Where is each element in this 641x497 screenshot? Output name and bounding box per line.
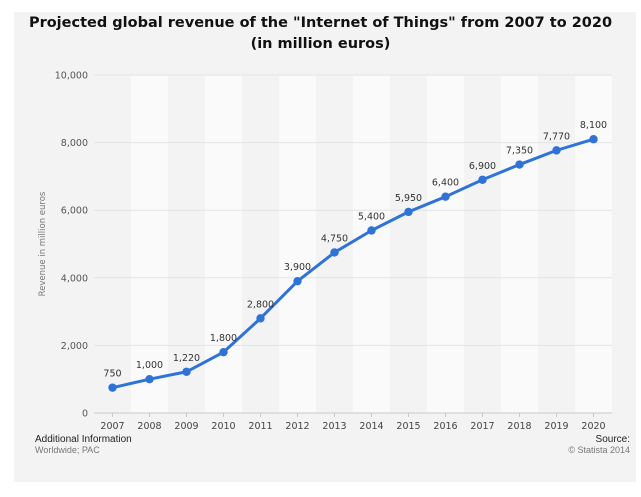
data-point [589,135,598,144]
x-tick-label: 2014 [359,421,383,432]
plot-band [575,75,612,413]
x-tick-label: 2013 [322,421,346,432]
data-label: 5,400 [358,211,385,222]
data-label: 7,350 [506,146,533,157]
source-link[interactable]: Source: [595,434,630,445]
x-tick-label: 2008 [137,421,161,432]
data-label: 3,900 [284,262,311,273]
plot-band [501,75,538,413]
data-point [478,175,487,184]
chart-title-line-2: (in million euros) [250,36,391,52]
y-tick-label: 10,000 [55,71,88,82]
data-point [256,314,265,323]
data-point [552,146,561,155]
data-point [145,375,154,384]
x-tick-label: 2009 [174,421,198,432]
x-tick-label: 2017 [470,421,494,432]
data-point [219,347,228,357]
plot-band [205,75,242,413]
x-tick-label: 2016 [433,421,457,432]
x-tick-label: 2011 [248,421,272,432]
additional-info-link[interactable]: Additional Information [35,434,132,445]
chart-title-line-1: Projected global revenue of the "Interne… [28,15,613,31]
data-point [367,226,376,235]
x-tick-label: 2019 [544,421,568,432]
data-point [404,207,413,217]
y-tick-label: 8,000 [61,138,88,149]
data-point [182,367,191,376]
footer-info: Additional Information Worldwide; PAC [35,434,132,456]
chart-title: Projected global revenue of the "Interne… [0,13,641,55]
data-point [330,248,339,257]
footer-source: Source: © Statista 2014 [568,434,630,456]
data-point [515,160,524,169]
data-label: 2,800 [247,299,274,310]
plot-band [279,75,316,413]
plot-band [131,75,168,413]
data-label: 5,950 [395,193,422,204]
x-tick-label: 2020 [581,421,605,432]
data-label: 8,100 [580,120,607,131]
data-label: 1,000 [136,360,163,371]
plot-band [353,75,390,413]
data-point [293,276,302,286]
data-point [108,383,117,392]
y-axis-title: Revenue in million euros [38,191,48,296]
x-tick-label: 2012 [285,421,309,432]
x-tick-label: 2007 [100,421,124,432]
region-note: Worldwide; PAC [35,445,100,455]
x-tick-label: 2010 [211,421,235,432]
y-tick-label: 6,000 [61,206,88,217]
series-line [111,137,595,390]
y-tick-label: 0 [82,409,88,420]
data-label: 1,800 [210,333,237,344]
y-tick-label: 2,000 [61,341,88,352]
data-label: 4,750 [321,233,348,244]
data-label: 1,220 [173,353,200,364]
x-tick-label: 2015 [396,421,420,432]
data-label: 750 [103,369,121,380]
copyright-note: © Statista 2014 [568,445,630,455]
data-label: 6,400 [432,178,459,189]
data-label: 6,900 [469,161,496,172]
x-tick-label: 2018 [507,421,531,432]
plot-band [427,75,464,413]
data-label: 7,770 [543,131,570,142]
y-tick-label: 4,000 [61,273,88,284]
data-point [441,192,450,201]
